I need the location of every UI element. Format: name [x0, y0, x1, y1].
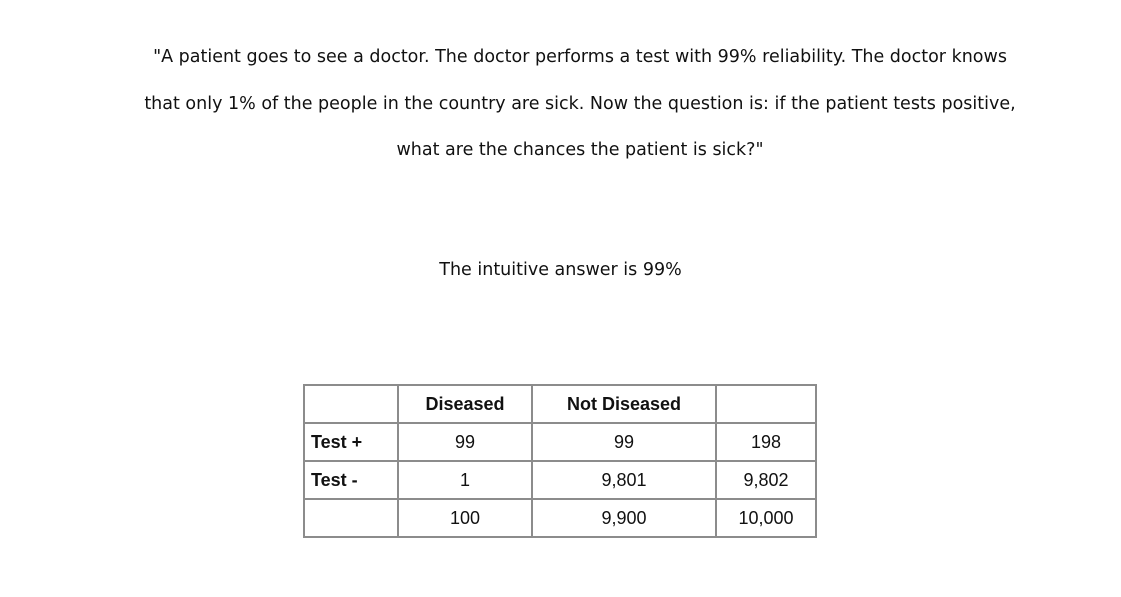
table-header-cell: [303, 384, 399, 424]
table-cell: 99: [531, 422, 717, 462]
table-cell: 9,801: [531, 460, 717, 500]
table-cell: 9,900: [531, 498, 717, 538]
table-row-label: [303, 498, 399, 538]
intuitive-answer: The intuitive answer is 99%: [439, 260, 682, 280]
table-header-row: Diseased Not Diseased: [303, 384, 817, 424]
problem-quote: "A patient goes to see a doctor. The doc…: [120, 34, 1040, 174]
table-row: Test + 99 99 198: [303, 422, 817, 462]
table-header-cell: [715, 384, 817, 424]
table-header-cell: Not Diseased: [531, 384, 717, 424]
quote-line: "A patient goes to see a doctor. The doc…: [153, 47, 1007, 67]
table-cell: 10,000: [715, 498, 817, 538]
table-row: 100 9,900 10,000: [303, 498, 817, 538]
table-cell: 1: [397, 460, 533, 500]
table-cell: 9,802: [715, 460, 817, 500]
quote-line: that only 1% of the people in the countr…: [144, 93, 1016, 114]
table-row-label: Test -: [303, 460, 399, 500]
table-cell: 99: [397, 422, 533, 462]
contingency-table: Diseased Not Diseased Test + 99 99 198 T…: [303, 384, 817, 538]
table-cell: 100: [397, 498, 533, 538]
table-header-cell: Diseased: [397, 384, 533, 424]
quote-line: what are the chances the patient is sick…: [396, 140, 764, 160]
table-row: Test - 1 9,801 9,802: [303, 460, 817, 500]
table-row-label: Test +: [303, 422, 399, 462]
table-cell: 198: [715, 422, 817, 462]
